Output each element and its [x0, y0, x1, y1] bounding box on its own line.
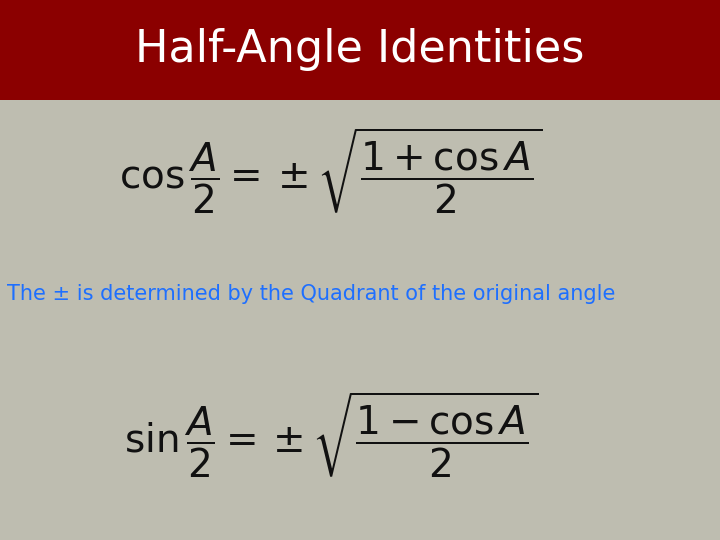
Text: The ± is determined by the Quadrant of the original angle: The ± is determined by the Quadrant of t… — [7, 284, 616, 305]
Text: $\sin\dfrac{A}{2} = \pm\sqrt{\dfrac{1-\cos A}{2}}$: $\sin\dfrac{A}{2} = \pm\sqrt{\dfrac{1-\c… — [124, 389, 539, 480]
Bar — [0, 0, 720, 100]
Text: $\cos\dfrac{A}{2} = \pm\sqrt{\dfrac{1+\cos A}{2}}$: $\cos\dfrac{A}{2} = \pm\sqrt{\dfrac{1+\c… — [120, 125, 543, 215]
Text: Half-Angle Identities: Half-Angle Identities — [135, 29, 585, 71]
